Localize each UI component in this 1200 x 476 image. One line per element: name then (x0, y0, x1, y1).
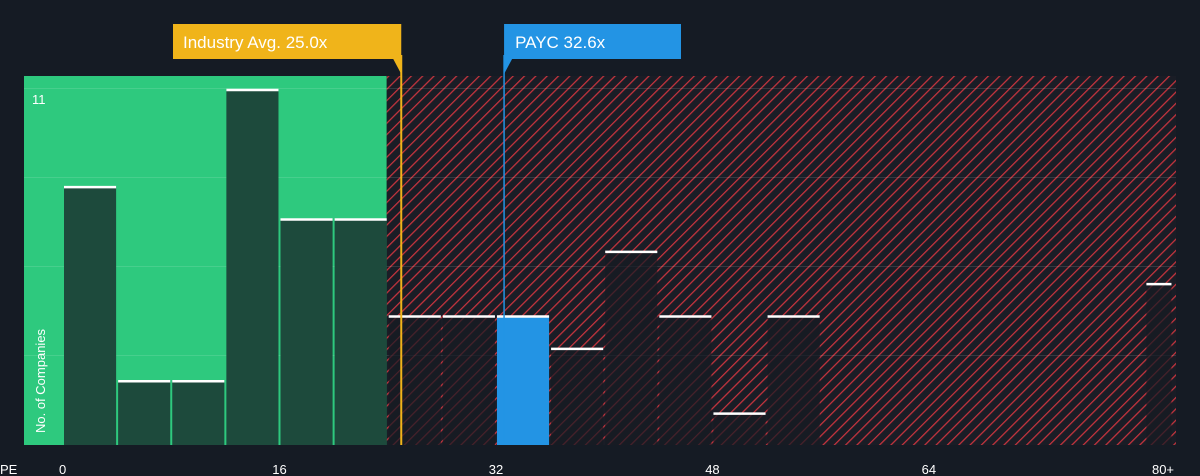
histogram-bar (767, 315, 820, 445)
histogram-bar (1146, 283, 1172, 445)
histogram-bar (605, 250, 658, 445)
histogram-bar (442, 315, 495, 445)
x-tick-label: 32 (489, 462, 503, 476)
x-tick-label: 0 (59, 462, 66, 476)
histogram-bar (64, 186, 117, 445)
histogram-bar (659, 315, 712, 445)
reference-lines (400, 55, 505, 445)
x-tick-label: 16 (272, 462, 286, 476)
histogram-bar (496, 315, 550, 445)
histogram-bar (713, 412, 766, 445)
histogram-bar (118, 380, 171, 445)
histogram-bar (388, 315, 441, 445)
y-max-label: 11 (32, 92, 46, 107)
histogram-bar (334, 218, 387, 445)
histogram-bar (172, 380, 225, 445)
industry-average-label: Industry Avg. 25.0x (183, 33, 328, 52)
histogram-bar (280, 218, 333, 445)
x-axis: PE 0 16 32 48 64 80+ (0, 462, 1174, 476)
y-axis-title: No. of Companies (33, 328, 48, 433)
x-tick-label: 80+ (1152, 462, 1174, 476)
histogram-bars (64, 88, 1172, 445)
x-tick-label: 64 (922, 462, 936, 476)
histogram-bar (551, 347, 604, 445)
industry-average-callout (173, 24, 402, 74)
company-pe-callout (504, 24, 681, 74)
x-tick-label: 48 (705, 462, 719, 476)
histogram-bar (226, 89, 279, 445)
company-pe-label: PAYC 32.6x (515, 33, 606, 52)
callouts: Industry Avg. 25.0x PAYC 32.6x (173, 24, 681, 74)
x-axis-title: PE (0, 462, 18, 476)
